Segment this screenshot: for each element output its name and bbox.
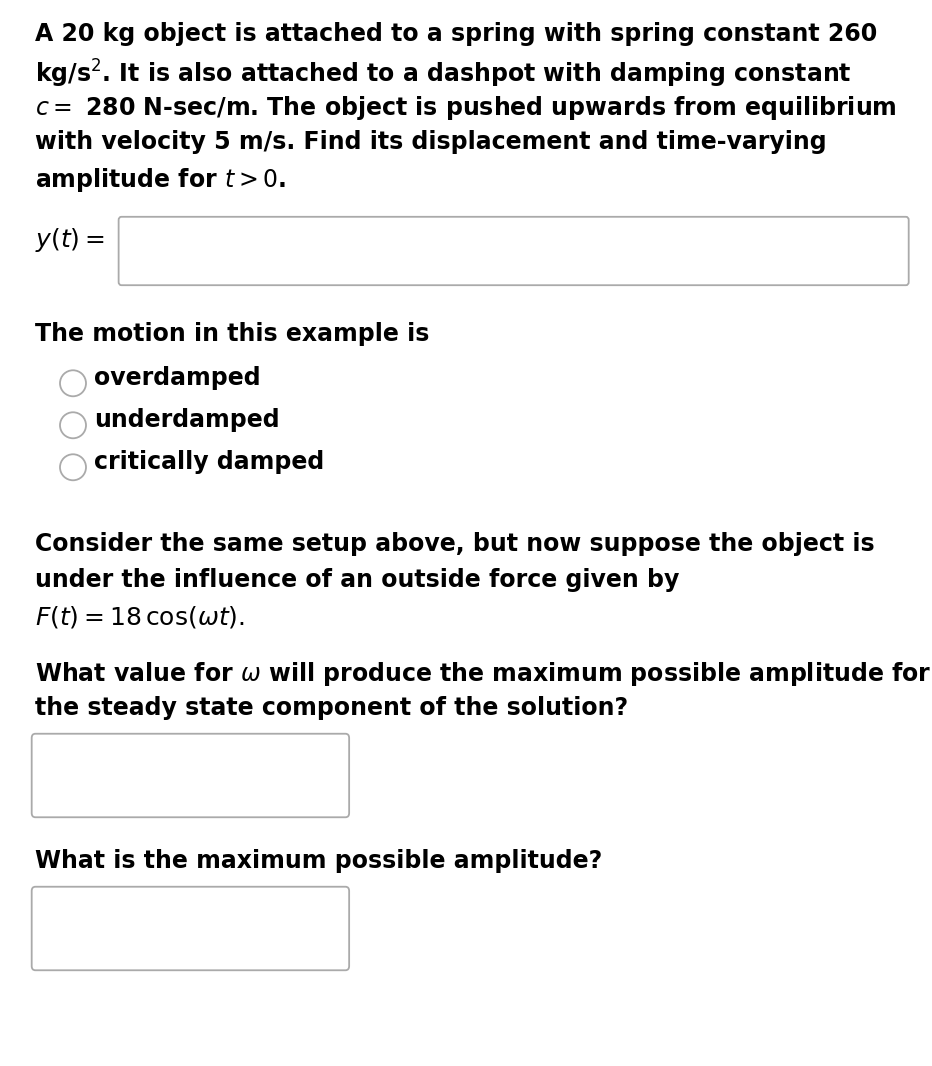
Text: underdamped: underdamped	[94, 408, 280, 432]
Text: What value for $\omega$ will produce the maximum possible amplitude for: What value for $\omega$ will produce the…	[35, 660, 932, 688]
Text: with velocity 5 m/s. Find its displacement and time-varying: with velocity 5 m/s. Find its displaceme…	[35, 130, 827, 154]
Text: What is the maximum possible amplitude?: What is the maximum possible amplitude?	[35, 849, 603, 873]
Ellipse shape	[60, 370, 86, 397]
Text: amplitude for $t > 0$.: amplitude for $t > 0$.	[35, 166, 286, 194]
Text: the steady state component of the solution?: the steady state component of the soluti…	[35, 696, 628, 720]
Text: $F(t) = 18\,\cos(\omega t).$: $F(t) = 18\,\cos(\omega t).$	[35, 604, 245, 630]
FancyBboxPatch shape	[32, 733, 349, 818]
Text: Consider the same setup above, but now suppose the object is: Consider the same setup above, but now s…	[35, 532, 875, 556]
Text: overdamped: overdamped	[94, 366, 261, 390]
Text: A 20 kg object is attached to a spring with spring constant 260: A 20 kg object is attached to a spring w…	[35, 22, 878, 46]
FancyBboxPatch shape	[118, 216, 909, 286]
Text: under the influence of an outside force given by: under the influence of an outside force …	[35, 568, 679, 592]
Ellipse shape	[60, 454, 86, 481]
Text: The motion in this example is: The motion in this example is	[35, 322, 430, 346]
Ellipse shape	[60, 413, 86, 438]
Text: $c =$ 280 N-sec/m. The object is pushed upwards from equilibrium: $c =$ 280 N-sec/m. The object is pushed …	[35, 94, 898, 122]
Text: critically damped: critically damped	[94, 450, 324, 474]
Text: kg/s$^2$. It is also attached to a dashpot with damping constant: kg/s$^2$. It is also attached to a dashp…	[35, 58, 852, 91]
FancyBboxPatch shape	[32, 887, 349, 970]
Text: $y(t) =$: $y(t) =$	[35, 226, 105, 254]
